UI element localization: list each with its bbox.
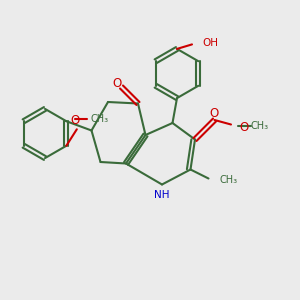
Text: CH₃: CH₃ — [220, 175, 238, 185]
Text: CH₃: CH₃ — [250, 121, 268, 131]
Text: O: O — [240, 121, 249, 134]
Text: O: O — [71, 114, 80, 127]
Text: OH: OH — [202, 38, 218, 49]
Text: O: O — [112, 77, 122, 90]
Text: NH: NH — [154, 190, 169, 200]
Text: O: O — [210, 107, 219, 120]
Text: CH₃: CH₃ — [90, 114, 108, 124]
